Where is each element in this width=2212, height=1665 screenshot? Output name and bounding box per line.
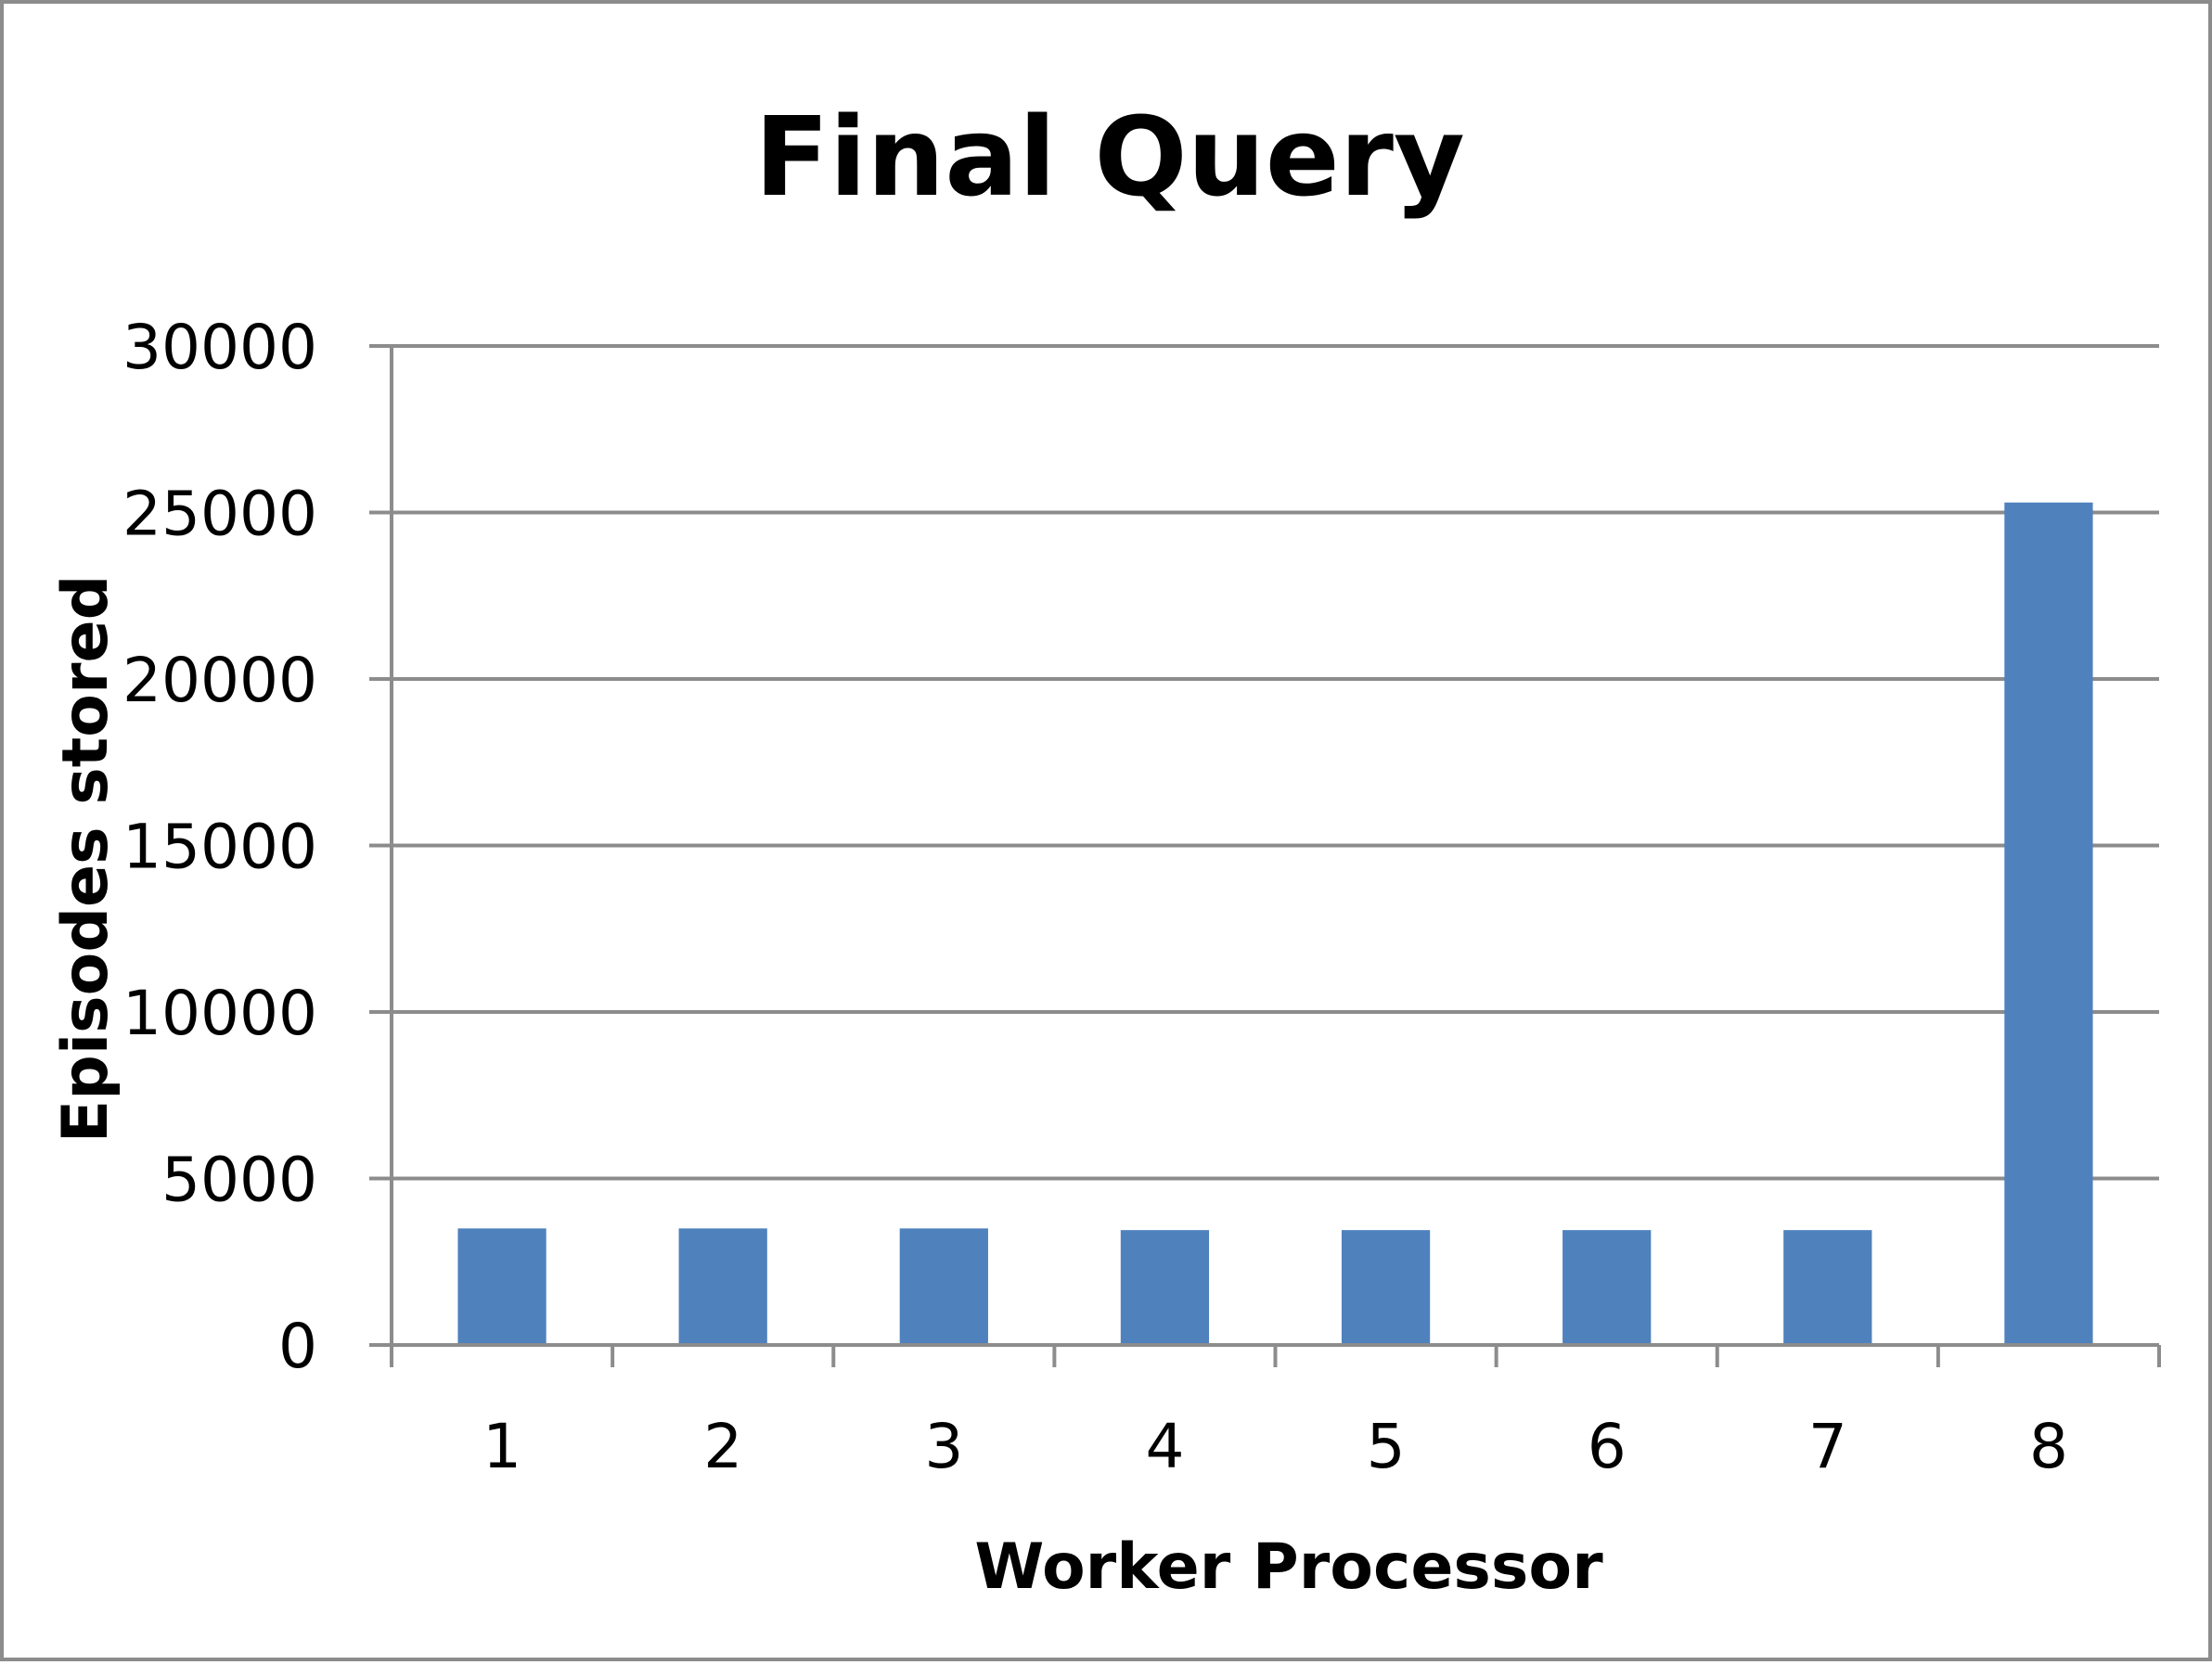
bar-4 <box>1120 1230 1210 1345</box>
bar-7 <box>1783 1230 1872 1345</box>
y-tick-label: 5000 <box>161 1145 317 1216</box>
y-tick-label: 10000 <box>122 978 317 1049</box>
bar-8 <box>2004 502 2093 1345</box>
x-tick-label: 5 <box>1367 1411 1406 1482</box>
x-tick-label: 7 <box>1808 1411 1847 1482</box>
bars <box>457 502 2093 1345</box>
y-tick-label: 25000 <box>122 479 317 550</box>
gridlines <box>369 344 2159 1181</box>
y-axis-title: Episodes stored <box>49 575 122 1144</box>
x-tick-label: 4 <box>1145 1411 1184 1482</box>
x-axis-title: Worker Processor <box>974 1531 1603 1604</box>
x-tick-label: 2 <box>703 1411 742 1482</box>
y-tick-label: 15000 <box>122 812 317 883</box>
y-tick-label: 30000 <box>122 312 317 383</box>
axes <box>369 346 2161 1367</box>
bar-6 <box>1563 1230 1652 1345</box>
chart-title: Final Query <box>754 93 1465 221</box>
y-tick-labels: 0 5000 10000 15000 20000 25000 30000 <box>122 312 317 1382</box>
x-tick-label: 6 <box>1588 1411 1627 1482</box>
x-tick-label: 1 <box>482 1411 521 1482</box>
bar-1 <box>457 1228 547 1345</box>
y-tick-label: 20000 <box>122 645 317 716</box>
x-tick-labels: 1 2 3 4 5 6 7 8 <box>482 1411 2068 1482</box>
bar-2 <box>678 1228 767 1345</box>
x-tick-label: 3 <box>924 1411 963 1482</box>
y-tick-label: 0 <box>278 1311 317 1382</box>
bar-3 <box>899 1228 988 1345</box>
bar-5 <box>1341 1230 1431 1345</box>
x-tick-label: 8 <box>2029 1411 2068 1482</box>
